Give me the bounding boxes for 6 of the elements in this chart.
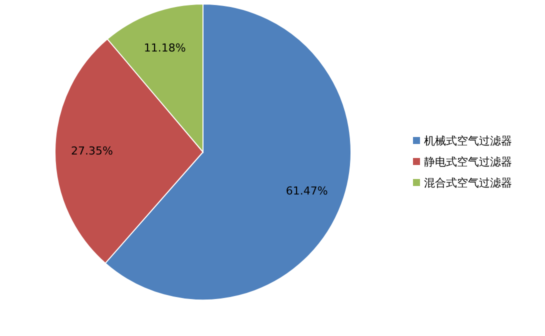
data-label: 11.18%	[144, 41, 186, 54]
data-label: 61.47%	[286, 184, 328, 198]
legend-label: 机械式空气过滤器	[424, 134, 512, 148]
legend-label: 混合式空气过滤器	[424, 176, 512, 190]
data-label: 27.35%	[71, 144, 113, 158]
legend-label: 静电式空气过滤器	[424, 156, 512, 168]
